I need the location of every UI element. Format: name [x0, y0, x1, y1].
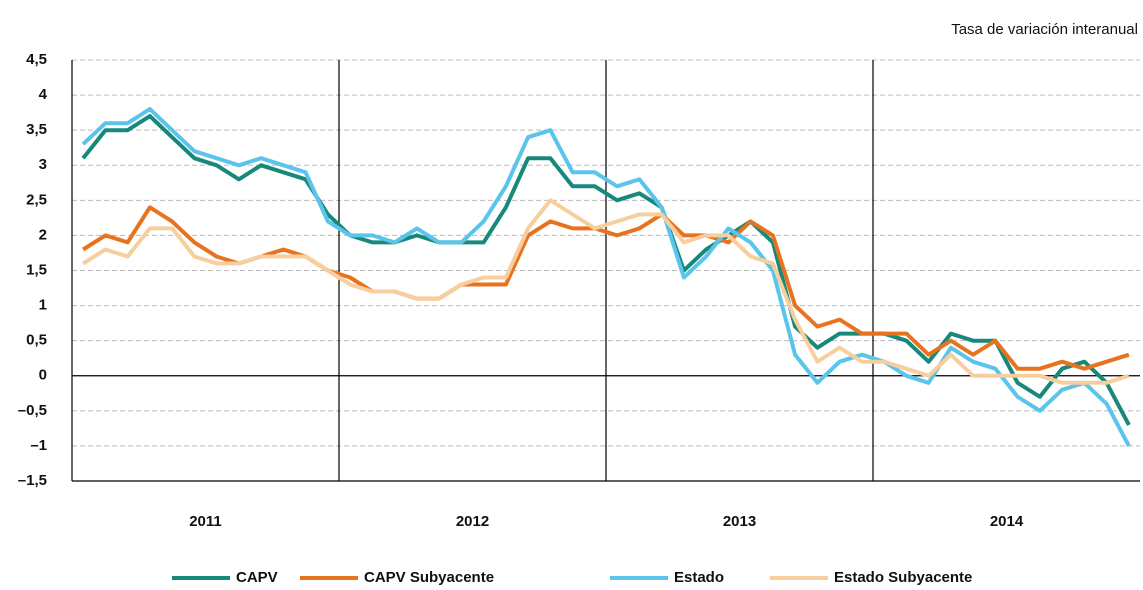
x-group-label: 2011: [189, 513, 222, 530]
legend-label: Estado: [674, 569, 724, 586]
y-tick-label: 1,5: [26, 261, 47, 278]
y-tick-label: –1,5: [18, 472, 47, 489]
x-group-label: 2012: [456, 513, 489, 530]
legend-label: Estado Subyacente: [834, 569, 972, 586]
x-group-label: 2014: [990, 513, 1024, 530]
y-tick-label: 3,5: [26, 121, 47, 138]
legend-label: CAPV Subyacente: [364, 569, 494, 586]
x-group-label: 2013: [723, 513, 756, 530]
line-series: [81, 114, 1131, 426]
chart-title: Tasa de variación interanual: [951, 21, 1138, 38]
line-series: [82, 198, 1130, 385]
legend-label: CAPV: [236, 569, 278, 586]
y-tick-label: 0,5: [26, 332, 47, 349]
y-tick-label: 2: [39, 226, 47, 243]
y-tick-label: 1: [39, 297, 47, 314]
y-tick-label: 4,5: [26, 51, 47, 68]
y-tick-label: 4: [39, 86, 48, 103]
y-tick-label: 2,5: [26, 191, 47, 208]
y-tick-label: 0: [39, 367, 47, 384]
line-series: [81, 107, 1131, 447]
y-tick-label: –0,5: [18, 402, 47, 419]
y-tick-label: –1: [30, 437, 47, 454]
y-tick-label: 3: [39, 156, 47, 173]
